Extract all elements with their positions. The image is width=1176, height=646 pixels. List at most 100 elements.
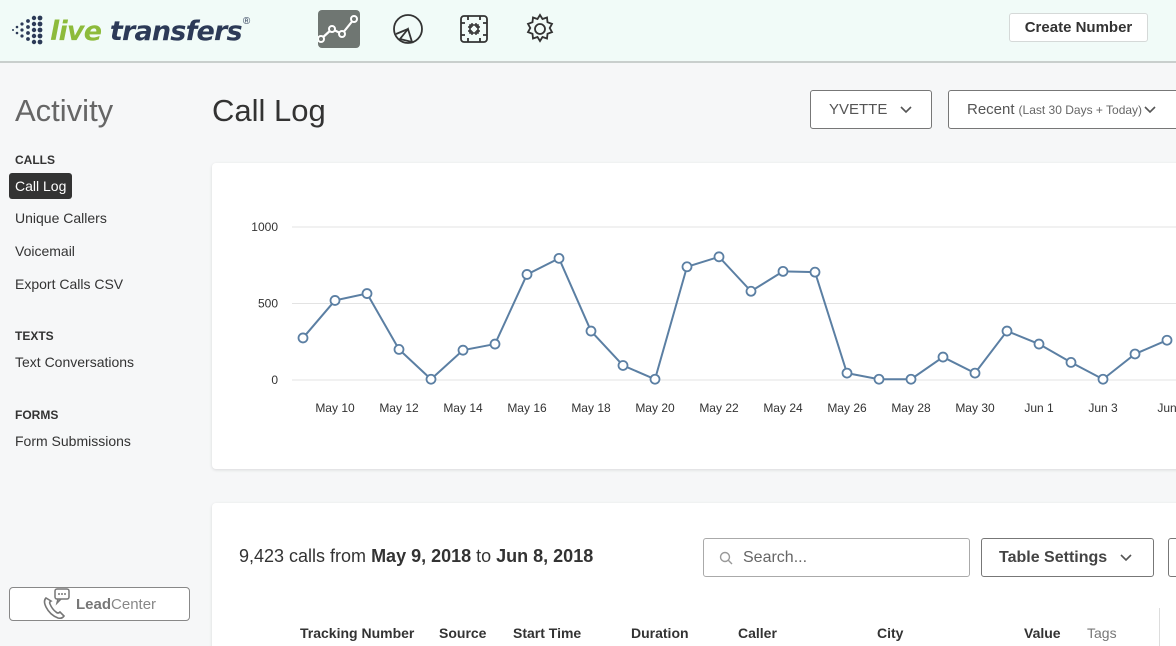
x-tick-label: May 28 <box>891 401 931 415</box>
sidebar-item-voicemail[interactable]: Voicemail <box>15 243 75 259</box>
data-point[interactable] <box>1001 325 1013 337</box>
leadcenter-button[interactable]: LeadCenter <box>9 587 190 621</box>
data-point[interactable] <box>1065 357 1077 368</box>
data-point[interactable] <box>297 332 309 344</box>
column-header-city[interactable]: City <box>877 625 904 641</box>
data-point[interactable] <box>329 295 341 306</box>
logo-dots-icon <box>12 15 43 45</box>
x-tick-label: May 30 <box>955 401 995 415</box>
logo-registered-mark: ® <box>242 15 251 27</box>
data-point[interactable] <box>521 269 533 280</box>
table-settings-dropdown[interactable]: Table Settings <box>981 538 1154 577</box>
data-point[interactable] <box>841 367 853 379</box>
x-tick-label: Jun <box>1157 401 1176 415</box>
data-point[interactable] <box>745 285 757 297</box>
sidebar-section-texts: TEXTS <box>15 329 54 343</box>
data-point[interactable] <box>553 252 565 264</box>
data-point[interactable] <box>681 261 693 273</box>
data-point[interactable] <box>649 373 661 385</box>
chevron-down-icon <box>1120 554 1132 562</box>
data-point[interactable] <box>617 360 629 371</box>
data-point[interactable] <box>905 373 917 385</box>
x-tick-label: May 14 <box>443 401 483 415</box>
y-tick-label: 500 <box>258 297 278 311</box>
sidebar-section-calls: CALLS <box>15 153 55 167</box>
page-title: Call Log <box>212 93 326 128</box>
x-tick-label: May 26 <box>827 401 867 415</box>
integrations-puzzle-icon <box>460 15 488 43</box>
column-header-caller[interactable]: Caller <box>738 625 777 641</box>
sidebar-item-export-calls-csv[interactable]: Export Calls CSV <box>15 276 124 292</box>
x-tick-label: Jun 1 <box>1024 401 1054 415</box>
date-range-dropdown[interactable]: Recent (Last 30 Days + Today) <box>948 90 1176 129</box>
x-tick-label: May 22 <box>699 401 739 415</box>
summary-start-date: May 9, 2018 <box>371 546 472 566</box>
x-tick-label: May 18 <box>571 401 611 415</box>
calls-summary: 9,423 calls from May 9, 2018 to Jun 8, 2… <box>239 546 593 567</box>
data-point[interactable] <box>393 343 405 355</box>
y-tick-label: 0 <box>271 373 278 387</box>
leadcenter-label: LeadCenter <box>76 596 156 613</box>
leadcenter-label-rest: Center <box>111 595 157 613</box>
sidebar-title: Activity <box>15 93 114 128</box>
data-point[interactable] <box>1097 373 1109 385</box>
data-point[interactable] <box>1161 334 1173 346</box>
call-log-table-card: 9,423 calls from May 9, 2018 to Jun 8, 2… <box>212 503 1176 646</box>
data-point[interactable] <box>457 344 469 356</box>
column-header-tags[interactable]: Tags <box>1087 625 1117 641</box>
data-point[interactable] <box>809 266 821 278</box>
data-point[interactable] <box>969 367 981 379</box>
search-icon <box>719 551 733 564</box>
settings-gear-icon <box>526 13 554 43</box>
column-header-duration[interactable]: Duration <box>631 625 689 641</box>
summary-end-date: Jun 8, 2018 <box>496 546 594 566</box>
sidebar-item-unique-callers[interactable]: Unique Callers <box>15 210 107 226</box>
sidebar-item-text-conversations[interactable]: Text Conversations <box>15 354 135 370</box>
date-range-sublabel: (Last 30 Days + Today) <box>1018 102 1143 117</box>
data-point[interactable] <box>489 338 501 350</box>
summary-count: 9,423 calls from <box>239 546 372 566</box>
data-point[interactable] <box>1129 348 1141 360</box>
create-number-button[interactable]: Create Number <box>1009 13 1148 42</box>
data-point[interactable] <box>777 265 789 277</box>
nav-reports[interactable] <box>387 10 429 48</box>
x-tick-label: May 20 <box>635 401 675 415</box>
reports-pie-icon <box>393 14 423 44</box>
brand-logo[interactable]: live transfers ® <box>10 12 250 50</box>
column-divider <box>1159 608 1160 646</box>
nav-integrations[interactable] <box>453 10 495 48</box>
date-range-value: Recent <box>967 101 1015 118</box>
column-header-value[interactable]: Value <box>1024 625 1061 641</box>
nav-analytics[interactable] <box>318 10 360 48</box>
user-filter-value: YVETTE <box>829 101 888 118</box>
column-header-start-time[interactable]: Start Time <box>513 625 582 641</box>
data-point[interactable] <box>425 373 437 385</box>
data-point[interactable] <box>361 288 373 299</box>
user-filter-dropdown[interactable]: YVETTE <box>810 90 932 129</box>
leadcenter-label-bold: Lead <box>76 595 112 613</box>
sidebar-section-forms: FORMS <box>15 408 59 422</box>
chevron-down-icon <box>1144 106 1156 114</box>
call-volume-chart: 0 500 1000 May 10 May 12 May 14 May 16 May 18 Ma… <box>251 220 1176 415</box>
x-tick-label: May 16 <box>507 401 547 415</box>
x-tick-label: May 24 <box>763 401 803 415</box>
y-tick-label: 1000 <box>251 220 278 234</box>
logo-wordmark: live transfers <box>50 16 243 47</box>
sidebar-item-call-log[interactable]: Call Log <box>9 173 73 199</box>
data-point[interactable] <box>713 251 725 263</box>
call-volume-chart-card: 0 500 1000 May 10 May 12 May 14 May 16 May 18 Ma… <box>212 163 1176 469</box>
export-button[interactable] <box>1168 538 1176 577</box>
nav-settings[interactable] <box>519 10 561 48</box>
data-point[interactable] <box>873 373 885 385</box>
data-point[interactable] <box>585 325 597 337</box>
data-point[interactable] <box>937 351 949 363</box>
search-box[interactable] <box>703 538 970 577</box>
search-input[interactable] <box>743 548 963 567</box>
x-tick-label: May 12 <box>379 401 419 415</box>
analytics-icon <box>318 15 358 43</box>
data-point[interactable] <box>1033 338 1045 350</box>
summary-to: to <box>471 546 497 566</box>
column-header-source[interactable]: Source <box>439 625 487 641</box>
column-header-tracking-number[interactable]: Tracking Number <box>300 625 415 641</box>
sidebar-item-form-submissions[interactable]: Form Submissions <box>15 433 131 449</box>
